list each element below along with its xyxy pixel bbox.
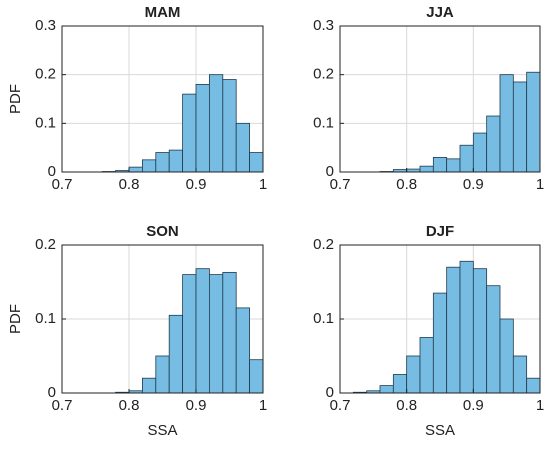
chart-title: DJF [426,223,454,240]
bar [392,374,408,394]
bar [222,79,237,173]
bar [182,93,197,173]
bar [249,359,264,394]
bar [512,81,528,173]
y-tick-label: 0.2 [313,236,334,253]
x-tick-label: 0.7 [52,397,73,414]
bar [235,307,250,394]
y-tick-label: 0 [48,163,56,180]
x-tick-label: 0.7 [52,176,73,193]
bar [459,144,474,173]
x-tick-label: 0.8 [119,397,140,414]
bar [249,152,264,173]
chart-title: JJA [426,4,454,21]
bar [195,268,210,394]
y-tick-label: 0.2 [313,66,334,83]
x-axis-label: SSA [425,422,455,439]
bar [446,266,461,394]
bar [526,71,541,173]
bar [432,156,448,173]
bar [168,314,183,394]
y-tick-label: 0 [326,384,334,401]
x-tick-label: 1 [259,176,267,193]
y-tick-label: 0.1 [35,114,56,131]
y-axis-label: PDF [7,304,24,334]
y-tick-label: 0.2 [35,66,56,83]
bar [141,377,157,394]
chart-title: MAM [145,4,181,21]
bar [512,355,528,394]
bar [195,84,210,173]
axes-box [339,25,541,173]
bar [486,115,501,173]
y-axis-label: PDF [7,84,24,114]
bar [472,132,488,173]
bar [208,274,224,394]
bar [419,165,434,173]
bar [208,74,224,173]
y-tick-label: 0.1 [313,114,334,131]
x-tick-label: 0.9 [463,176,484,193]
x-tick-label: 0.7 [330,397,351,414]
bar [182,274,197,394]
x-tick-label: 0.9 [463,397,484,414]
x-tick-label: 0.9 [186,176,207,193]
x-tick-label: 1 [536,397,544,414]
bar [141,159,157,173]
x-tick-label: 0.8 [396,176,417,193]
bar [472,268,488,394]
x-tick-label: 0.8 [119,176,140,193]
y-tick-label: 0 [48,384,56,401]
y-tick-label: 0.1 [313,310,334,327]
bar [379,385,394,394]
axes-box [61,25,264,173]
bar [486,285,501,394]
bar [235,122,250,173]
x-tick-label: 0.7 [330,176,351,193]
x-tick-label: 0.8 [396,397,417,414]
bar [168,149,183,173]
bar [419,337,434,394]
y-tick-label: 0.1 [35,310,56,327]
x-tick-label: 0.9 [186,397,207,414]
bar [432,292,448,394]
bar [446,158,461,173]
bar [128,166,143,173]
x-tick-label: 1 [536,176,544,193]
bar [459,260,474,394]
bar [499,318,514,394]
y-tick-label: 0.3 [35,17,56,34]
y-tick-label: 0.2 [35,236,56,253]
y-tick-label: 0.3 [313,17,334,34]
y-tick-label: 0 [326,163,334,180]
x-tick-label: 1 [259,397,267,414]
bar [526,377,541,394]
bar [155,152,170,173]
bar [155,355,170,394]
chart-title: SON [146,223,179,240]
bar [406,355,421,394]
bar [499,74,514,173]
bar [222,271,237,394]
x-axis-label: SSA [147,422,177,439]
